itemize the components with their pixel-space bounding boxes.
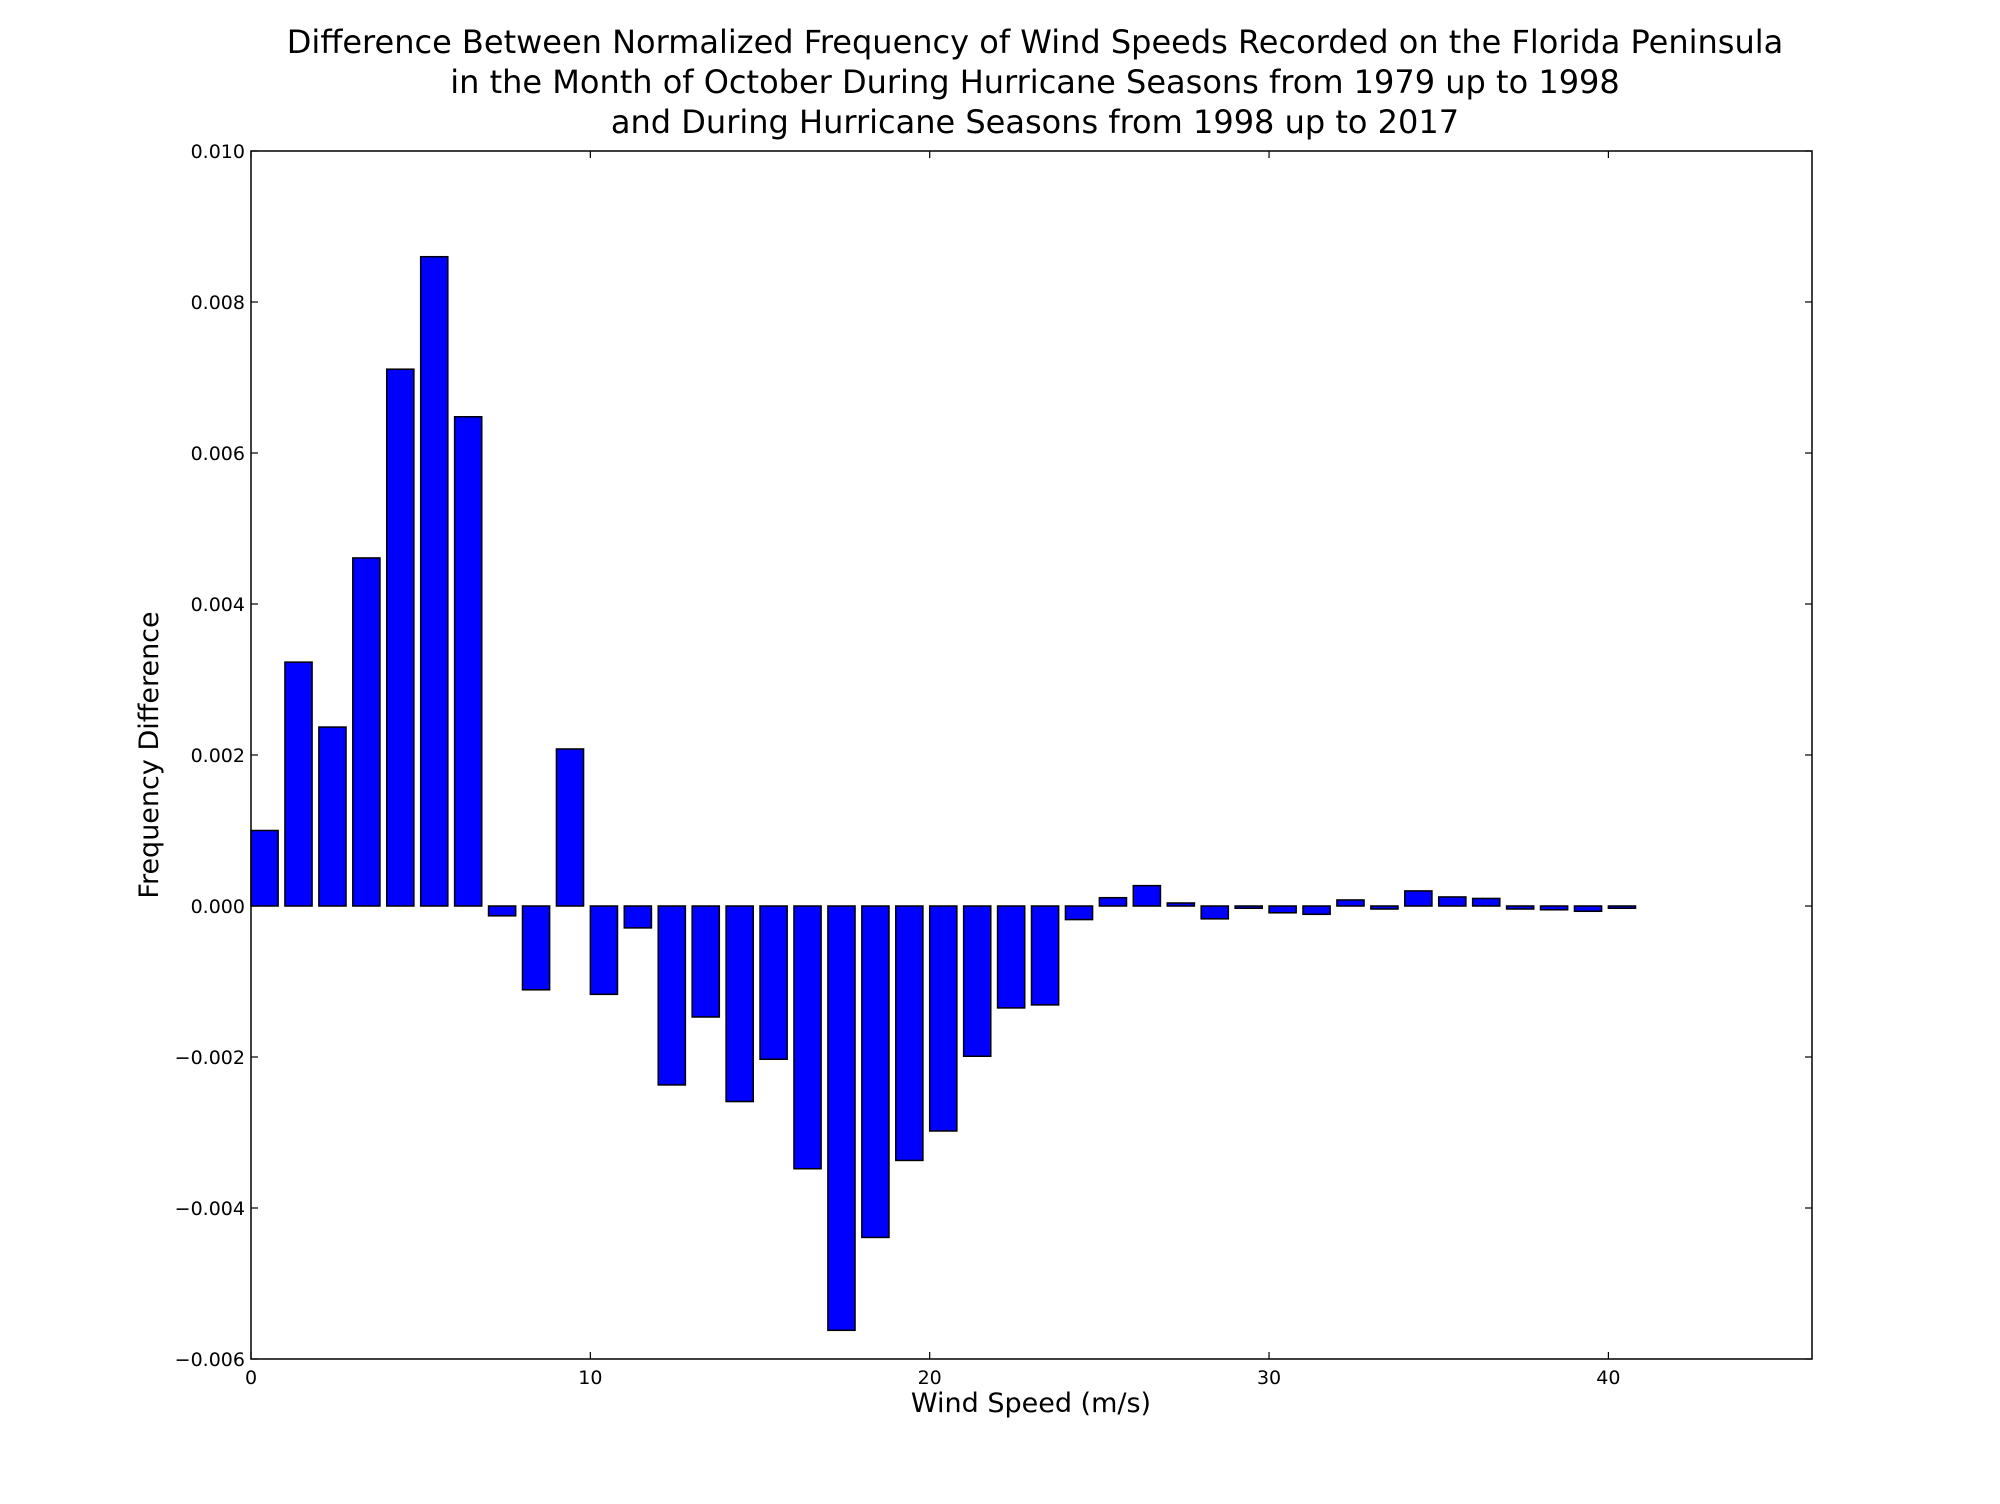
bar-26 xyxy=(1132,884,1162,907)
x-tick-label-20: 20 xyxy=(918,1367,942,1389)
y-tick-label-3: 0.004 xyxy=(191,594,245,616)
x-tick-label-0: 0 xyxy=(245,1367,257,1389)
bar-25 xyxy=(1098,896,1128,907)
chart-title-line-3: and During Hurricane Seasons from 1998 u… xyxy=(611,103,1459,141)
x-axis-label: Wind Speed (m/s) xyxy=(911,1388,1151,1419)
bar-34 xyxy=(1404,890,1433,907)
bar-40 xyxy=(1607,905,1637,910)
bar-6 xyxy=(453,416,483,907)
bars-layer xyxy=(250,255,1637,1332)
bar-18 xyxy=(861,905,890,1239)
bar-1 xyxy=(284,661,313,907)
y-tick-label-8: −0.006 xyxy=(175,1349,245,1371)
chart-title-line-2: in the Month of October During Hurricane… xyxy=(450,63,1620,101)
y-tick-label-4: 0.002 xyxy=(191,745,245,767)
y-tick-label-5: 0.000 xyxy=(191,896,245,918)
bar-33 xyxy=(1370,905,1399,910)
bar-31 xyxy=(1302,905,1331,916)
bar-28 xyxy=(1200,905,1230,920)
x-tick-label-10: 10 xyxy=(578,1367,602,1389)
y-axis-label: Frequency Difference xyxy=(134,611,165,898)
y-tick-label-0: 0.010 xyxy=(191,141,245,163)
bar-19 xyxy=(895,905,924,1162)
y-tick-label-7: −0.004 xyxy=(175,1198,245,1220)
x-tick-label-30: 30 xyxy=(1257,1367,1281,1389)
bar-24 xyxy=(1064,905,1094,921)
bar-39 xyxy=(1573,905,1603,913)
bar-29 xyxy=(1234,905,1264,910)
y-axis-ticks: 0.010 0.008 0.006 0.004 0.002 0.000 −0.002 −0.0… xyxy=(175,141,1812,1371)
bar-27 xyxy=(1166,902,1196,907)
y-tick-label-6: −0.002 xyxy=(175,1047,245,1069)
y-tick-label-2: 0.006 xyxy=(191,443,245,465)
chart-title-line-1: Difference Between Normalized Frequency … xyxy=(287,23,1783,61)
bar-17 xyxy=(827,905,856,1332)
bar-22 xyxy=(996,905,1026,1009)
bar-4 xyxy=(385,368,415,907)
bar-13 xyxy=(691,905,721,1018)
bar-36 xyxy=(1471,897,1501,907)
bar-11 xyxy=(623,905,653,929)
bar-20 xyxy=(928,905,958,1132)
bar-15 xyxy=(759,905,788,1061)
bar-10 xyxy=(589,905,619,996)
bar-3 xyxy=(352,557,381,907)
bar-37 xyxy=(1505,905,1535,910)
bar-0 xyxy=(250,829,279,907)
bar-30 xyxy=(1268,905,1297,914)
bar-8 xyxy=(521,905,551,991)
plot-frame xyxy=(250,150,1813,1360)
bar-7 xyxy=(487,905,517,917)
bar-21 xyxy=(962,905,992,1057)
bar-9 xyxy=(555,748,585,907)
x-axis-ticks: 0 10 20 30 40 xyxy=(245,151,1620,1389)
bar-32 xyxy=(1336,899,1365,907)
y-tick-label-1: 0.008 xyxy=(191,292,245,314)
bar-35 xyxy=(1437,896,1467,907)
bar-23 xyxy=(1030,905,1060,1006)
bar-38 xyxy=(1539,905,1569,911)
bar-2 xyxy=(318,726,347,907)
bar-14 xyxy=(725,905,754,1103)
x-tick-label-40: 40 xyxy=(1596,1367,1620,1389)
bar-12 xyxy=(657,905,687,1086)
bar-16 xyxy=(793,905,822,1170)
bar-5 xyxy=(419,255,449,907)
chart-title: Difference Between Normalized Frequency … xyxy=(287,23,1783,141)
